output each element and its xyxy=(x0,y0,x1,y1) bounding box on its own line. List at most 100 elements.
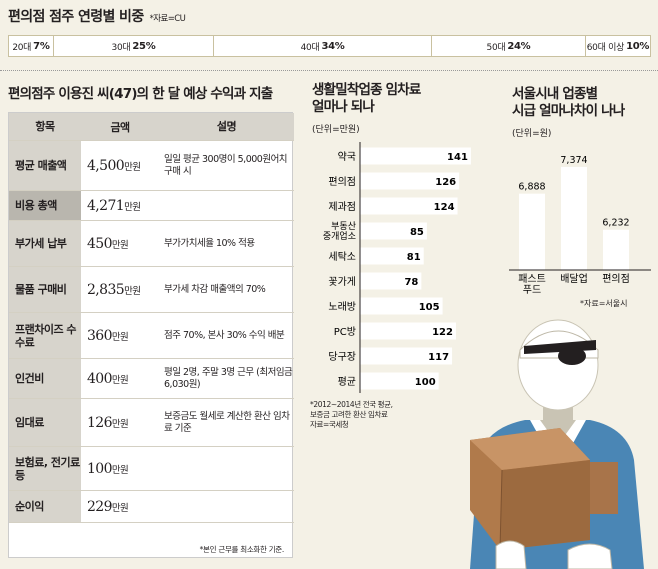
header-amount: 금액 xyxy=(81,113,159,140)
age-segment-label: 30대 xyxy=(111,42,131,53)
wage-bar xyxy=(603,229,629,270)
row-desc: 평일 2명, 주말 3명 근무 (최저임금 6,030원) xyxy=(164,366,293,390)
row-desc: 부가세 차감 매출액의 70% xyxy=(164,283,266,295)
row-desc xyxy=(159,447,294,490)
row-amount-value: 2,835 xyxy=(87,281,125,298)
age-segment-value: 10% xyxy=(626,40,650,52)
age-segment: 50대 24% xyxy=(432,36,586,56)
row-amount-unit: 만원 xyxy=(124,201,141,213)
age-segment-label: 60대 이상 xyxy=(586,42,625,53)
rent-value-label: 124 xyxy=(434,202,455,213)
age-segment-label: 20대 xyxy=(12,42,32,53)
row-item: 프랜차이즈 수수료 xyxy=(9,313,81,358)
row-desc: 부가가치세율 10% 적용 xyxy=(164,237,255,249)
row-item: 보험료, 전기료 등 xyxy=(9,447,81,490)
table-row: 물품 구매비 2,835 만원 부가세 차감 매출액의 70% xyxy=(9,267,294,313)
row-amount-value: 4,271 xyxy=(87,197,125,214)
rent-chart-title: 생활밀착업종 임차료 얼마나 되나 xyxy=(312,82,421,115)
age-chart-source: *자료=CU xyxy=(149,14,186,24)
table-row: 부가세 납부 450 만원 부가가치세율 10% 적용 xyxy=(9,221,294,267)
row-amount-unit: 만원 xyxy=(111,374,129,386)
shopkeeper-illustration xyxy=(470,319,644,569)
header-desc: 설명 xyxy=(159,113,294,140)
table-row: 순이익 229 만원 xyxy=(9,491,294,523)
rent-value-label: 78 xyxy=(404,277,418,288)
header-item: 항목 xyxy=(9,113,81,140)
rent-value-label: 126 xyxy=(435,177,456,188)
wage-category-label: 편의점 xyxy=(602,273,630,285)
rent-chart-unit: (단위=만원) xyxy=(312,125,360,135)
wage-bar xyxy=(561,166,587,270)
table-row: 인건비 400 만원 평일 2명, 주말 3명 근무 (최저임금 6,030원) xyxy=(9,359,294,399)
table-row: 평균 매출액 4,500 만원 일일 평균 300명이 5,000원어치 구매 시 xyxy=(9,141,294,191)
age-segment: 40대 34% xyxy=(214,36,433,56)
rent-value-label: 85 xyxy=(410,227,424,238)
table-row: 프랜차이즈 수수료 360 만원 점주 70%, 본사 30% 수익 배분 xyxy=(9,313,294,359)
table-note: *본인 근무를 최소화한 기준. xyxy=(199,545,285,554)
table-row: 보험료, 전기료 등 100 만원 xyxy=(9,447,294,491)
rent-bar xyxy=(360,147,471,165)
row-desc: 점주 70%, 본사 30% 수익 배분 xyxy=(164,329,285,341)
row-amount: 229 만원 xyxy=(81,491,159,522)
row-amount-unit: 만원 xyxy=(124,161,141,173)
row-item: 인건비 xyxy=(9,359,81,398)
age-chart-title: 편의점 점주 연령별 비중 *자료=CU xyxy=(8,9,186,25)
divider xyxy=(0,70,658,71)
row-item: 임대료 xyxy=(9,399,81,446)
age-segment-label: 40대 xyxy=(300,42,320,53)
wage-value-label: 7,374 xyxy=(560,155,587,166)
wage-category-label: 패스트 xyxy=(518,273,546,285)
rent-bar xyxy=(360,272,422,290)
row-amount-unit: 만원 xyxy=(111,418,129,430)
rent-category-label: 약국 xyxy=(338,151,356,163)
age-distribution-bar: 20대 7% 30대 25% 40대 34% 50대 24% 60대 이상 10% xyxy=(8,35,651,57)
row-amount-unit: 만원 xyxy=(111,331,129,343)
table-title: 편의점주 이용진 씨(47)의 한 달 예상 수익과 지출 xyxy=(8,86,273,102)
wage-chart-note: *자료=서울시 xyxy=(580,299,628,308)
table-row: 임대료 126 만원 보증금도 월세로 계산한 환산 임차료 기준 xyxy=(9,399,294,447)
age-segment: 60대 이상 10% xyxy=(586,36,650,56)
wage-value-label: 6,232 xyxy=(602,218,629,229)
row-amount-unit: 만원 xyxy=(124,285,141,297)
row-item: 평균 매출액 xyxy=(9,141,81,190)
rent-bar xyxy=(360,247,424,265)
row-amount-unit: 만원 xyxy=(111,464,129,476)
row-amount-value: 126 xyxy=(87,414,113,431)
wage-value-label: 6,888 xyxy=(518,182,545,193)
row-desc xyxy=(159,191,294,220)
wage-bar xyxy=(519,193,545,270)
row-amount-unit: 만원 xyxy=(111,239,129,251)
age-segment-value: 25% xyxy=(132,40,156,52)
rent-value-label: 117 xyxy=(428,352,449,363)
row-item: 순이익 xyxy=(9,491,81,522)
rent-bar xyxy=(360,222,427,240)
row-desc: 보증금도 월세로 계산한 환산 임차료 기준 xyxy=(164,410,290,434)
row-amount-value: 100 xyxy=(87,460,113,477)
rent-value-label: 141 xyxy=(447,152,468,163)
rent-value-label: 105 xyxy=(419,302,440,313)
row-amount: 2,835 만원 xyxy=(81,267,159,312)
row-amount-value: 229 xyxy=(87,498,113,515)
row-item: 부가세 납부 xyxy=(9,221,81,266)
age-segment-value: 7% xyxy=(33,40,50,52)
rent-category-label: 노래방 xyxy=(328,301,356,313)
age-segment-value: 34% xyxy=(321,40,345,52)
row-amount-value: 4,500 xyxy=(87,157,125,174)
rent-category-label: 꽃가게 xyxy=(328,276,356,288)
row-amount: 126 만원 xyxy=(81,399,159,446)
row-amount: 4,271 만원 xyxy=(81,191,159,220)
age-segment: 30대 25% xyxy=(54,36,215,56)
row-desc xyxy=(159,491,294,522)
row-amount: 100 만원 xyxy=(81,447,159,490)
rent-bar xyxy=(360,172,460,190)
age-segment-label: 50대 xyxy=(486,42,506,53)
wage-category-label: 배달업 xyxy=(560,272,588,285)
rent-bar xyxy=(360,297,443,315)
row-amount-value: 400 xyxy=(87,370,113,387)
rent-category-label: 제과점 xyxy=(328,201,356,213)
rent-value-label: 100 xyxy=(415,377,436,388)
row-item: 물품 구매비 xyxy=(9,267,81,312)
rent-category-label: 평균 xyxy=(338,376,356,388)
